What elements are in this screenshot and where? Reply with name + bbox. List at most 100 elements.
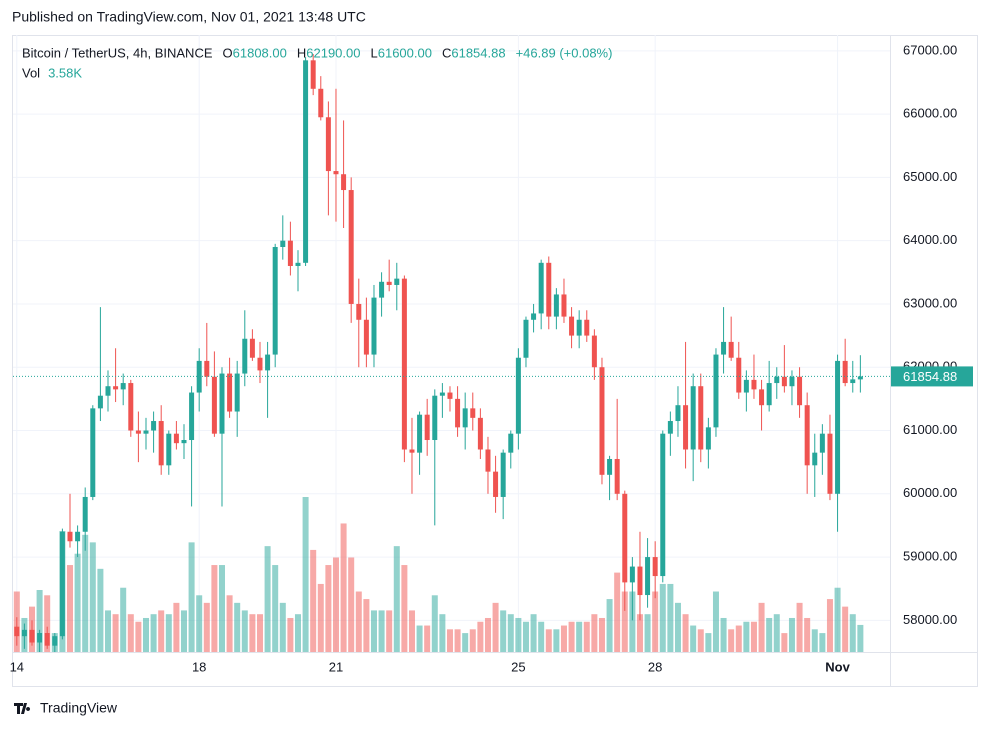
candle-body [432,395,438,441]
volume-bar [363,599,370,652]
published-note: Published on TradingView.com, Nov 01, 20… [12,9,366,25]
legend-change: +46.89 (+0.08%) [516,45,613,60]
volume-bar [325,565,332,652]
volume-bar [462,633,469,652]
volume-bar [36,590,43,652]
candle-body [409,449,415,453]
volume-bar [431,595,438,652]
candle-body [227,373,233,412]
volume-bar [515,617,522,652]
candle-body [698,386,704,450]
price-tick-label: 63000.00 [903,295,957,310]
candle-body [21,629,27,637]
volume-bar [74,553,81,652]
candle-body [819,433,825,453]
candle-body [29,629,35,643]
volume-bar [545,629,552,652]
candle-body [736,357,742,393]
volume-bar [370,610,377,652]
volume-bar [386,610,393,652]
volume-bar [621,591,628,652]
volume-bar [158,610,165,652]
volume-bar [659,583,666,652]
legend-value: 62190.00 [306,45,360,60]
volume-bar [302,497,309,652]
candle-body [287,240,293,266]
volume-bar [530,614,537,652]
volume-bar [355,591,362,652]
candle-body [538,262,544,314]
volume-bar [484,617,491,652]
candle-body [173,433,179,444]
volume-bar [439,614,446,652]
candle-body [576,319,582,336]
volume-bar [66,565,73,652]
volume-bar [849,614,856,652]
candle-body [508,433,514,453]
candle-body [743,379,749,393]
time-tick-label: 28 [648,659,662,674]
candle-body [607,458,613,475]
candle-body [683,405,689,450]
candle-body [645,557,651,596]
candle-body [455,398,461,428]
brand-name: TradingView [40,700,118,716]
volume-bar [667,583,674,652]
volume-value: 3.58K [48,65,82,80]
volume-bar [750,621,757,652]
volume-layer [13,497,864,652]
candle-body [500,452,506,497]
volume-bar [256,614,263,652]
candle-body [333,171,339,175]
volume-bar [211,565,218,652]
volume-bar [348,557,355,652]
candle-body [675,405,681,422]
volume-bar [477,621,484,652]
candle-body [569,316,575,336]
candle-body [637,566,643,596]
candle-body [158,421,164,466]
candle-body [234,373,240,412]
volume-bar [735,625,742,652]
volume-bar [226,595,233,652]
volume-bar [690,625,697,652]
candle-body [721,341,727,355]
candle-body [204,360,210,377]
price-tick-label: 67000.00 [903,42,957,57]
volume-bar [135,621,142,652]
volume-bar [416,625,423,652]
volume-bar [203,602,210,652]
volume-bar [424,625,431,652]
legend-key: O [223,45,233,60]
price-tick-label: 61000.00 [903,422,957,437]
candle-body [75,531,81,542]
candle-body [105,386,111,396]
candle-body [211,376,217,434]
legend-value: 61808.00 [233,45,287,60]
candle-body [546,262,552,317]
volume-bar [568,621,575,652]
candle-body [151,421,157,431]
candle-body [272,246,278,355]
candle-body [379,281,385,298]
legend-key: H [297,45,306,60]
volume-bar [294,614,301,652]
candle-body [531,313,537,320]
candle-body [295,262,301,266]
candle-body [789,376,795,387]
volume-bar [674,602,681,652]
candle-layer [13,53,890,652]
volume-bar [142,617,149,652]
time-tick-label: 25 [511,659,525,674]
volume-bar [97,568,104,652]
candle-body [705,427,711,450]
candle-body [523,319,529,358]
volume-key: Vol [22,65,40,80]
last-price-label: 61854.88 [903,369,957,384]
volume-bar [712,591,719,652]
candle-body [82,496,88,532]
volume-bar [507,614,514,652]
price-tick-label: 66000.00 [903,106,957,121]
volume-bar [538,621,545,652]
candle-body [341,174,347,191]
